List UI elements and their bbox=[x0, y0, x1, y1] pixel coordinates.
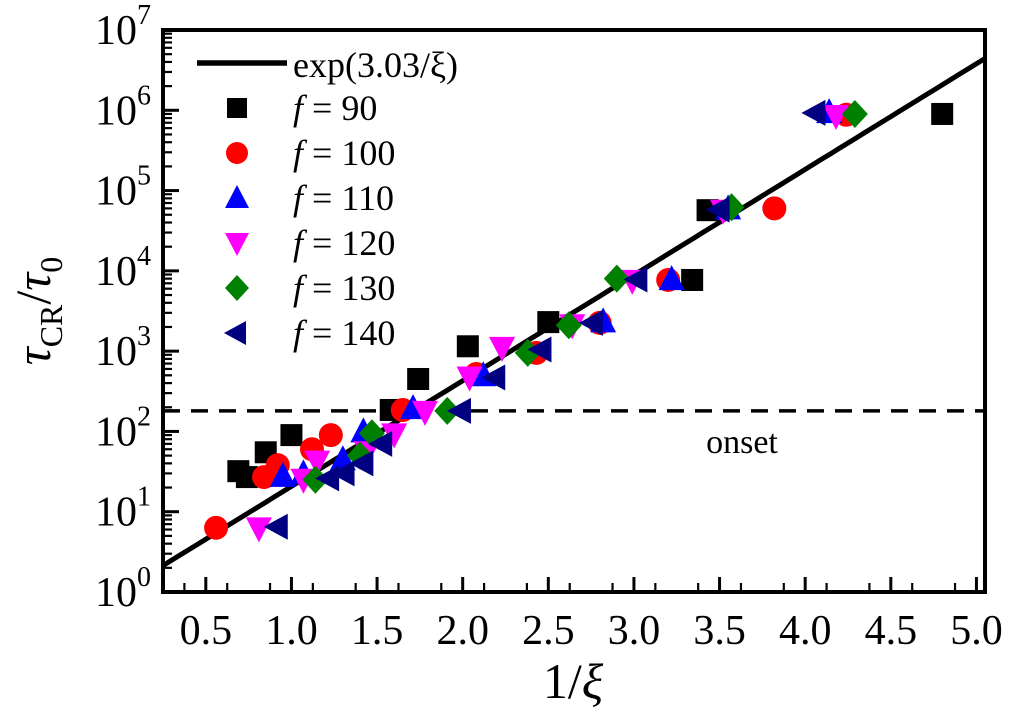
x-tick-label: 3.5 bbox=[693, 608, 746, 654]
data-point bbox=[705, 196, 730, 223]
data-point bbox=[349, 450, 374, 477]
legend-marker-f-130 bbox=[225, 275, 249, 301]
legend-marker-f-140 bbox=[224, 321, 246, 345]
data-point bbox=[235, 466, 258, 489]
x-tick-label: 2.5 bbox=[522, 608, 575, 654]
legend-entry-label: f = 130 bbox=[293, 268, 395, 308]
x-tick-label: 4.0 bbox=[779, 608, 832, 654]
data-point bbox=[330, 460, 355, 487]
data-point bbox=[555, 311, 582, 340]
data-point bbox=[931, 102, 954, 125]
onset-label: onset bbox=[706, 424, 778, 461]
y-tick-label: 105 bbox=[95, 161, 151, 215]
x-tick-label: 4.5 bbox=[865, 608, 918, 654]
plot-frame bbox=[161, 28, 987, 594]
data-point bbox=[269, 461, 296, 487]
data-point bbox=[527, 336, 552, 363]
data-point bbox=[489, 336, 516, 362]
legend-marker-f-100 bbox=[226, 142, 248, 164]
data-point bbox=[841, 99, 868, 128]
data-point bbox=[368, 430, 393, 457]
legend-marker-f-110 bbox=[225, 185, 249, 208]
data-point bbox=[245, 517, 272, 543]
data-point bbox=[578, 309, 603, 336]
y-tick-label: 100 bbox=[95, 562, 151, 616]
legend-entry-label: f = 140 bbox=[293, 313, 395, 353]
x-ticks: 0.5 1.0 1.5 2.0 2.5 3.0 3.5 4.0 4.5 5.0 bbox=[180, 577, 1003, 654]
fit-line bbox=[161, 56, 987, 568]
x-tick-label: 3.0 bbox=[608, 608, 661, 654]
y-tick-label: 106 bbox=[95, 80, 151, 134]
y-tick-label: 101 bbox=[95, 482, 151, 536]
legend-marker-f-120 bbox=[225, 233, 249, 256]
data-point bbox=[623, 266, 648, 293]
data-point bbox=[304, 450, 331, 476]
legend-entry-label: f = 110 bbox=[293, 178, 394, 218]
data-point bbox=[263, 513, 288, 540]
data-point bbox=[407, 367, 430, 390]
data-point bbox=[302, 465, 329, 494]
x-tick-label: 0.5 bbox=[180, 608, 233, 654]
legend-marker-f-90 bbox=[227, 98, 247, 118]
data-point bbox=[823, 104, 850, 130]
data-point bbox=[481, 364, 506, 391]
data-point bbox=[381, 423, 408, 449]
data-point bbox=[681, 268, 704, 291]
y-ticks: 100 101 102 103 104 105 106 107 bbox=[95, 0, 179, 616]
data-point bbox=[446, 397, 471, 424]
chart-geometry: 0.5 1.0 1.5 2.0 2.5 3.0 3.5 4.0 4.5 5.01001011021… bbox=[95, 0, 1003, 654]
data-point bbox=[456, 335, 479, 358]
data-point bbox=[801, 99, 826, 126]
data-point bbox=[603, 264, 630, 293]
data-point bbox=[412, 400, 439, 426]
legend-entry-label: f = 90 bbox=[293, 88, 377, 128]
x-tick-label: 1.5 bbox=[351, 608, 404, 654]
legend: f = 90 f = 100 f = 110 f = 120 f = 130 f = 14… bbox=[197, 60, 395, 353]
y-tick-label: 102 bbox=[95, 401, 151, 455]
legend-entry-label: f = 120 bbox=[293, 223, 395, 263]
y-tick-label: 103 bbox=[95, 321, 151, 375]
data-point bbox=[204, 515, 229, 540]
data-point bbox=[280, 424, 303, 447]
y-axis-label: τCR/τ0 bbox=[5, 257, 69, 365]
data-point bbox=[762, 196, 787, 221]
data-point bbox=[318, 423, 343, 448]
x-tick-label: 1.0 bbox=[265, 608, 318, 654]
data-point bbox=[315, 465, 340, 492]
x-axis-label: 1/ξ bbox=[543, 653, 604, 709]
data-point bbox=[658, 265, 685, 291]
legend-entry-label: f = 100 bbox=[293, 133, 395, 173]
y-tick-label: 107 bbox=[95, 0, 151, 54]
y-tick-label: 104 bbox=[95, 241, 151, 295]
data-point bbox=[456, 366, 483, 392]
data-point bbox=[537, 311, 560, 334]
legend-fit-label: exp(3.03/ξ) bbox=[293, 45, 458, 85]
x-tick-label: 5.0 bbox=[950, 608, 1003, 654]
series-f-140 bbox=[263, 99, 826, 540]
x-tick-label: 2.0 bbox=[436, 608, 489, 654]
